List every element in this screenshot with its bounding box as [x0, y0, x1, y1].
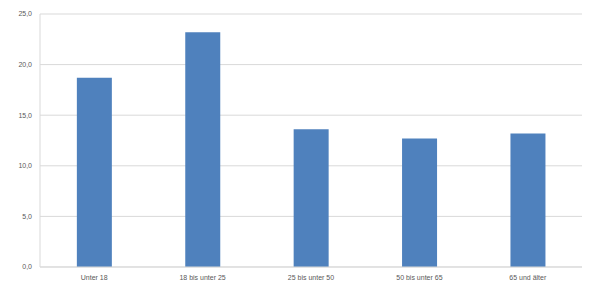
svg-text:25 bis unter 50: 25 bis unter 50 — [288, 274, 334, 281]
svg-text:10,0: 10,0 — [18, 162, 32, 169]
svg-text:Unter 18: Unter 18 — [81, 274, 108, 281]
svg-text:15,0: 15,0 — [18, 112, 32, 119]
svg-text:5,0: 5,0 — [22, 213, 32, 220]
svg-text:50 bis unter 65: 50 bis unter 65 — [396, 274, 442, 281]
svg-text:20,0: 20,0 — [18, 61, 32, 68]
svg-text:25,0: 25,0 — [18, 10, 32, 17]
svg-text:0,0: 0,0 — [22, 263, 32, 270]
svg-text:65 und älter: 65 und älter — [509, 274, 547, 281]
svg-text:18 bis unter 25: 18 bis unter 25 — [179, 274, 225, 281]
